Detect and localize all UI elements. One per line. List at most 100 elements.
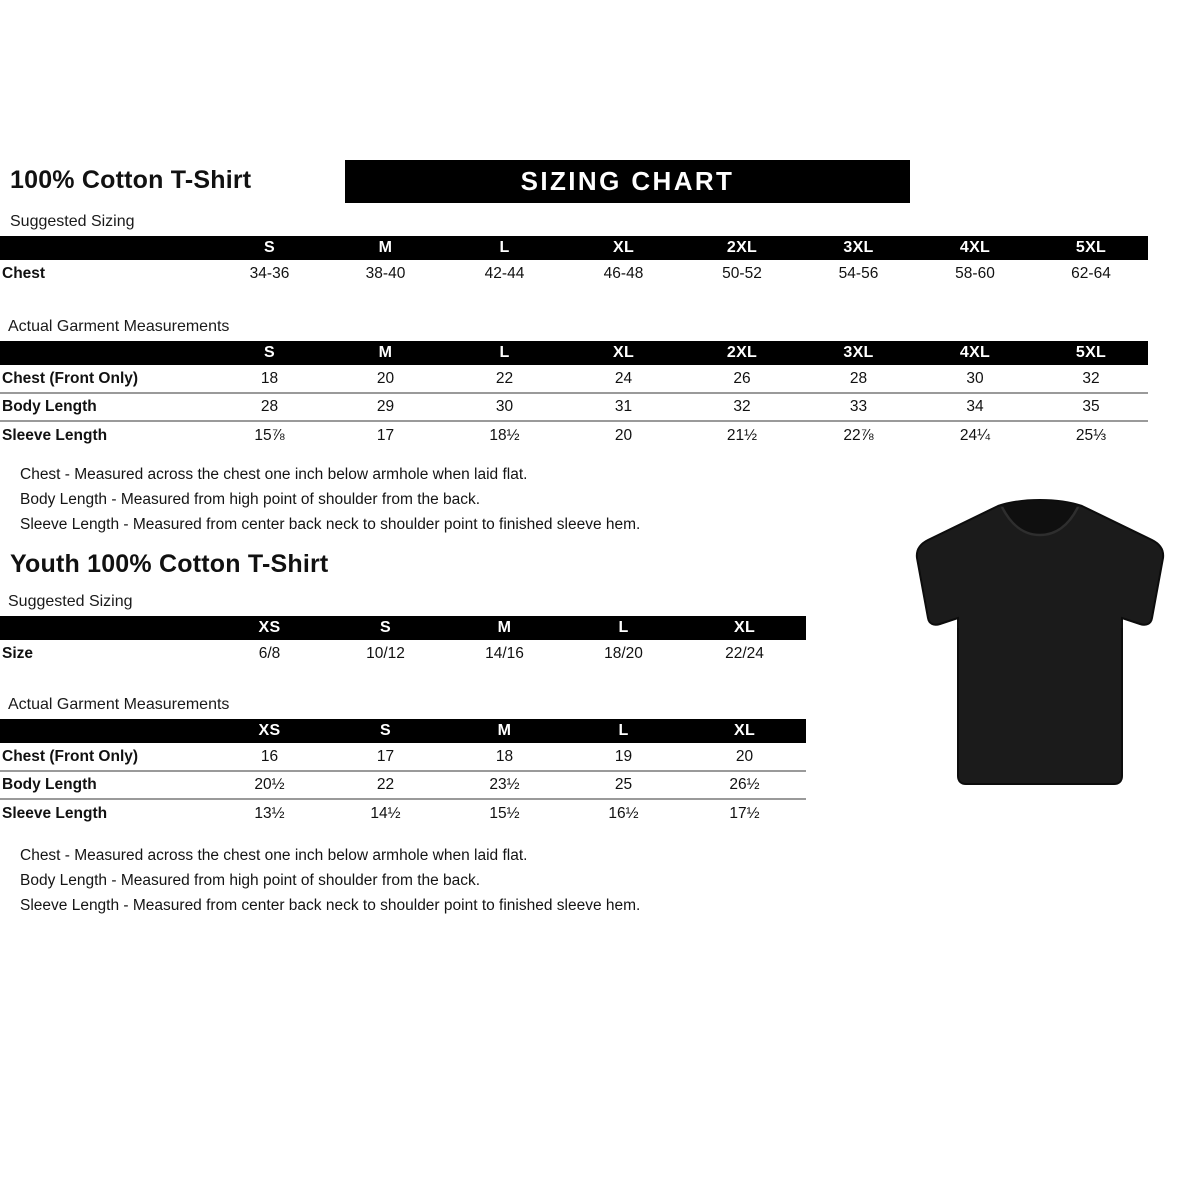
cell-bodylength-m: 23½ [445, 770, 564, 799]
note-body-length: Body Length - Measured from high point o… [20, 872, 481, 889]
col-header-blank [0, 616, 213, 640]
adult-garment-measurements-table: S M L XL 2XL 3XL 4XL 5XL Chest (Front On… [0, 341, 1148, 449]
table-header-row: S M L XL 2XL 3XL 4XL 5XL [0, 341, 1148, 365]
col-header-l: L [618, 619, 629, 636]
cell-sleevelength-s: 14½ [326, 798, 445, 827]
col-header-m: M [497, 619, 512, 636]
table-header-row: XS S M L XL [0, 719, 806, 743]
row-label-body-length: Body Length [0, 770, 213, 799]
cell-chestfront-s: 17 [376, 747, 395, 765]
col-header-3xl: 3XL [843, 344, 874, 361]
cell-sleevelength-s: 15⅞ [213, 420, 326, 449]
youth-section-title: Youth 100% Cotton T-Shirt [10, 550, 329, 578]
cell-chest-xl: 46-48 [603, 265, 644, 282]
col-header-xs: XS [258, 722, 281, 739]
cell-chest-3xl: 54-56 [838, 265, 879, 282]
cell-chestfront-m: 18 [495, 747, 514, 765]
col-header-blank [0, 719, 213, 743]
cell-chestfront-m: 20 [376, 369, 395, 387]
table-row: Sleeve Length 15⅞ 17 18½ 20 21½ 22⅞ 24¼ … [0, 420, 1148, 449]
adult-section-title: 100% Cotton T-Shirt [10, 166, 252, 194]
cell-bodylength-xl: 31 [564, 392, 683, 421]
col-header-xl: XL [733, 722, 756, 739]
note-sleeve-length: Sleeve Length - Measured from center bac… [20, 516, 641, 533]
note-body-length: Body Length - Measured from high point o… [20, 491, 481, 508]
col-header-5xl: 5XL [1075, 239, 1107, 256]
cell-size-s: 10/12 [366, 645, 405, 662]
cell-chestfront-3xl: 28 [849, 369, 868, 387]
black-tshirt-icon [915, 498, 1165, 785]
cell-bodylength-l: 25 [564, 770, 683, 799]
table-row: Body Length 28 29 30 31 32 33 34 35 [0, 392, 1148, 421]
cell-bodylength-s: 28 [213, 392, 326, 421]
row-label-chest-front-only: Chest (Front Only) [2, 369, 139, 387]
cell-chest-4xl: 58-60 [955, 265, 995, 282]
col-header-s: S [380, 619, 391, 636]
cell-chest-l: 42-44 [484, 265, 525, 282]
cell-chest-m: 38-40 [365, 265, 406, 282]
adult-garment-measurements-label: Actual Garment Measurements [8, 318, 230, 335]
cell-bodylength-5xl: 35 [1034, 392, 1148, 421]
cell-chestfront-l: 22 [495, 369, 514, 387]
cell-sleevelength-l: 16½ [564, 798, 683, 827]
col-header-blank [0, 236, 213, 260]
col-header-s: S [264, 239, 275, 256]
col-header-xl: XL [733, 619, 756, 636]
table-row: Size 6/8 10/12 14/16 18/20 22/24 [0, 640, 806, 668]
row-label-sleeve-length: Sleeve Length [0, 798, 213, 827]
cell-chestfront-4xl: 30 [966, 369, 984, 387]
col-header-blank [0, 341, 213, 365]
row-label-size: Size [2, 645, 34, 662]
col-header-xs: XS [258, 619, 281, 636]
cell-chestfront-xs: 16 [260, 747, 279, 765]
cell-sleevelength-2xl: 21½ [683, 420, 801, 449]
col-header-s: S [380, 722, 391, 739]
cell-bodylength-4xl: 34 [916, 392, 1034, 421]
adult-header-row: 100% Cotton T-Shirt SIZING CHART [10, 160, 1190, 206]
cell-sleevelength-4xl: 24¼ [916, 420, 1034, 449]
cell-bodylength-l: 30 [445, 392, 564, 421]
col-header-4xl: 4XL [959, 344, 991, 361]
cell-size-xs: 6/8 [258, 645, 281, 662]
adult-suggested-sizing-label: Suggested Sizing [10, 213, 135, 230]
cell-size-xl: 22/24 [725, 645, 764, 662]
table-row: Chest 34-36 38-40 42-44 46-48 50-52 54-5… [0, 260, 1148, 288]
youth-suggested-sizing-table: XS S M L XL Size 6/8 10/12 14/16 18/20 2… [0, 616, 806, 668]
cell-bodylength-m: 29 [326, 392, 445, 421]
table-row: Sleeve Length 13½ 14½ 15½ 16½ 17½ [0, 798, 806, 827]
cell-bodylength-xs: 20½ [213, 770, 326, 799]
col-header-l: L [499, 239, 510, 256]
youth-garment-measurements-table: XS S M L XL Chest (Front Only) 16 17 18 … [0, 719, 806, 827]
row-label-sleeve-length: Sleeve Length [0, 420, 213, 449]
cell-chestfront-l: 19 [614, 747, 633, 765]
cell-chest-2xl: 50-52 [722, 265, 762, 282]
col-header-xl: XL [612, 344, 635, 361]
table-header-row: S M L XL 2XL 3XL 4XL 5XL [0, 236, 1148, 260]
tshirt-illustration [890, 478, 1190, 808]
note-chest: Chest - Measured across the chest one in… [20, 466, 528, 483]
col-header-5xl: 5XL [1075, 344, 1107, 361]
col-header-l: L [618, 722, 629, 739]
cell-sleevelength-3xl: 22⅞ [801, 420, 916, 449]
cell-chestfront-xl: 24 [614, 369, 633, 387]
note-sleeve-length: Sleeve Length - Measured from center bac… [20, 897, 641, 914]
note-chest: Chest - Measured across the chest one in… [20, 847, 528, 864]
cell-size-m: 14/16 [485, 645, 524, 662]
cell-bodylength-2xl: 32 [683, 392, 801, 421]
cell-sleevelength-l: 18½ [445, 420, 564, 449]
cell-sleevelength-xl: 20 [564, 420, 683, 449]
cell-sleevelength-m: 15½ [445, 798, 564, 827]
table-row: Chest (Front Only) 16 17 18 19 20 [0, 743, 806, 771]
cell-bodylength-s: 22 [326, 770, 445, 799]
cell-sleevelength-xl: 17½ [683, 798, 806, 827]
col-header-4xl: 4XL [959, 239, 991, 256]
col-header-m: M [378, 344, 393, 361]
cell-sleevelength-5xl: 25⅓ [1034, 420, 1148, 449]
col-header-l: L [499, 344, 510, 361]
youth-measurement-notes: Chest - Measured across the chest one in… [20, 843, 640, 918]
col-header-m: M [497, 722, 512, 739]
cell-chestfront-xl: 20 [735, 747, 754, 765]
adult-suggested-sizing-table: S M L XL 2XL 3XL 4XL 5XL Chest 34-36 38-… [0, 236, 1148, 288]
col-header-2xl: 2XL [726, 344, 758, 361]
